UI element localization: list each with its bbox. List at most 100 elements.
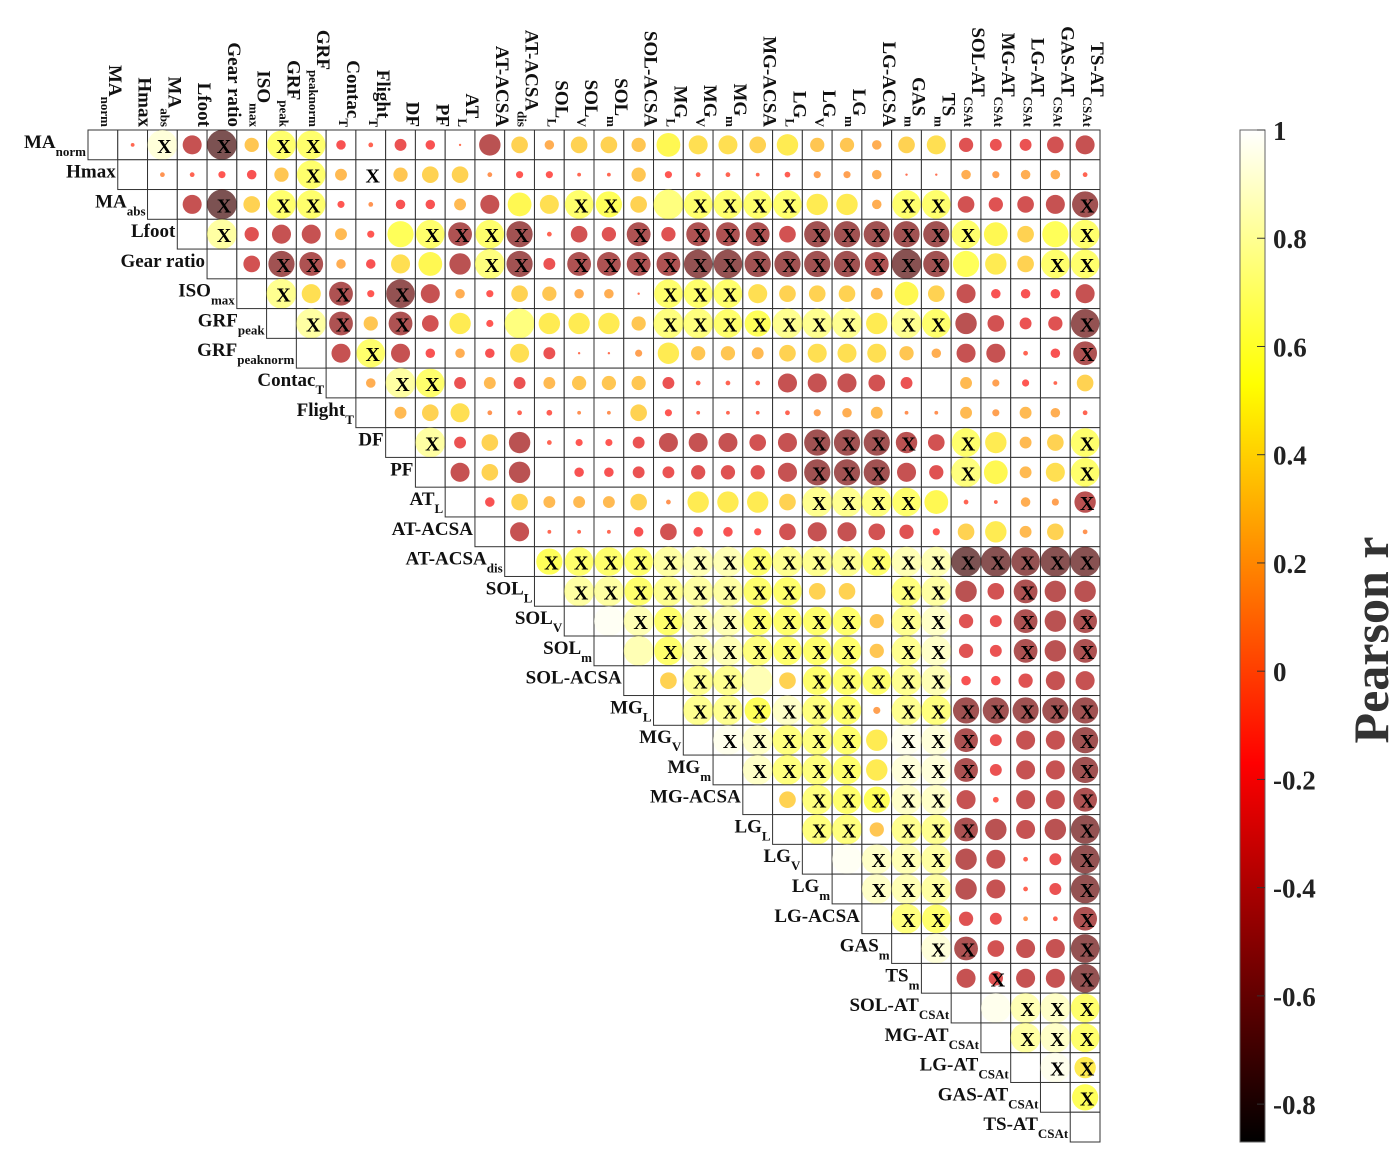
x-marker: X (157, 136, 172, 158)
correlation-circle (274, 167, 289, 182)
correlation-circle (716, 222, 740, 247)
correlation-circle (1082, 410, 1088, 416)
correlation-circle (267, 130, 296, 160)
x-marker: X (782, 701, 797, 723)
correlation-circle (1072, 756, 1099, 784)
correlation-circle (1013, 638, 1038, 663)
matrix-cell (1039, 367, 1071, 399)
correlation-circle (726, 410, 730, 415)
correlation-circle (577, 352, 581, 355)
correlation-circle (989, 734, 1002, 747)
x-marker: X (872, 553, 887, 575)
correlation-circle (570, 136, 588, 154)
correlation-circle (244, 137, 259, 153)
correlation-circle (872, 140, 882, 150)
x-marker: X (1080, 642, 1095, 664)
matrix-cell (623, 635, 655, 667)
matrix-cell (1010, 218, 1041, 250)
matrix-cell: X (772, 575, 803, 607)
correlation-circle (872, 169, 882, 180)
cell-border (266, 308, 297, 339)
matrix-cell: X (831, 695, 863, 726)
row-label: GAS-ATCSAt (938, 1084, 1039, 1111)
x-marker: X (1080, 701, 1095, 723)
matrix-cell: X (891, 873, 922, 905)
matrix-cell (1039, 754, 1071, 786)
correlation-circle (1045, 968, 1065, 988)
x-marker: X (961, 820, 976, 842)
matrix-cell: X (266, 129, 297, 161)
correlation-circle (993, 500, 998, 504)
x-marker: X (1020, 582, 1035, 604)
matrix-cell (831, 337, 863, 369)
matrix-cell: X (801, 784, 833, 816)
correlation-circle (1040, 546, 1071, 577)
matrix-cell (950, 903, 982, 935)
correlation-circle (386, 279, 415, 308)
cell-border (593, 129, 625, 161)
matrix-cell (980, 427, 1012, 458)
correlation-circle (683, 606, 714, 637)
correlation-circle (750, 465, 765, 480)
matrix-cell (1069, 129, 1101, 161)
matrix-cell (444, 159, 476, 191)
x-marker: X (752, 255, 767, 277)
matrix-cell: X (206, 129, 238, 161)
matrix-cell (950, 605, 982, 637)
correlation-circle (863, 786, 890, 813)
matrix-cell (950, 337, 982, 369)
matrix-cell (772, 367, 803, 399)
correlation-circle (713, 725, 743, 756)
correlation-circle (1072, 727, 1099, 754)
matrix-cell: X (1069, 784, 1101, 816)
correlation-circle (745, 222, 770, 247)
matrix-cell: X (653, 248, 684, 280)
correlation-circle (1044, 818, 1067, 841)
x-marker: X (1020, 701, 1035, 723)
correlation-circle (804, 429, 831, 456)
matrix-cell (653, 695, 684, 726)
x-marker: X (1050, 553, 1065, 575)
matrix-cell: X (950, 218, 982, 250)
x-marker: X (604, 255, 619, 277)
correlation-circle (958, 137, 974, 153)
correlation-circle (832, 844, 862, 875)
matrix-cell (950, 278, 982, 310)
column-label: GASm (902, 77, 929, 127)
matrix-cell (980, 278, 1012, 310)
x-marker: X (455, 225, 470, 247)
x-marker: X (812, 493, 827, 515)
correlation-circle (1019, 525, 1032, 538)
correlation-circle (626, 252, 651, 276)
matrix-cell: X (1069, 248, 1101, 280)
matrix-cell (563, 159, 595, 191)
matrix-cell (266, 308, 297, 339)
matrix-cell: X (1069, 903, 1101, 935)
correlation-circle (506, 221, 533, 248)
matrix-cell: X (712, 695, 744, 726)
matrix-cell: X (593, 546, 625, 577)
matrix-cell: X (950, 546, 982, 577)
correlation-circle (543, 377, 556, 389)
matrix-cell (474, 397, 506, 429)
matrix-cell (593, 486, 625, 518)
matrix-cell: X (920, 189, 952, 220)
matrix-cell: X (653, 635, 684, 667)
correlation-circle (600, 136, 618, 154)
matrix-cell: X (920, 248, 952, 280)
matrix-cell (414, 337, 446, 369)
correlation-circle (271, 224, 291, 244)
matrix-cell (623, 427, 655, 458)
x-marker: X (1080, 999, 1095, 1021)
cell-border (355, 397, 387, 429)
correlation-circle (1042, 221, 1069, 248)
matrix-cell (474, 308, 506, 339)
x-marker: X (723, 612, 738, 634)
matrix-cell (772, 278, 803, 310)
matrix-cell (772, 456, 803, 488)
matrix-cell (533, 129, 565, 161)
cell-border (295, 337, 327, 369)
x-marker: X (931, 880, 946, 902)
matrix-cell (920, 278, 952, 310)
